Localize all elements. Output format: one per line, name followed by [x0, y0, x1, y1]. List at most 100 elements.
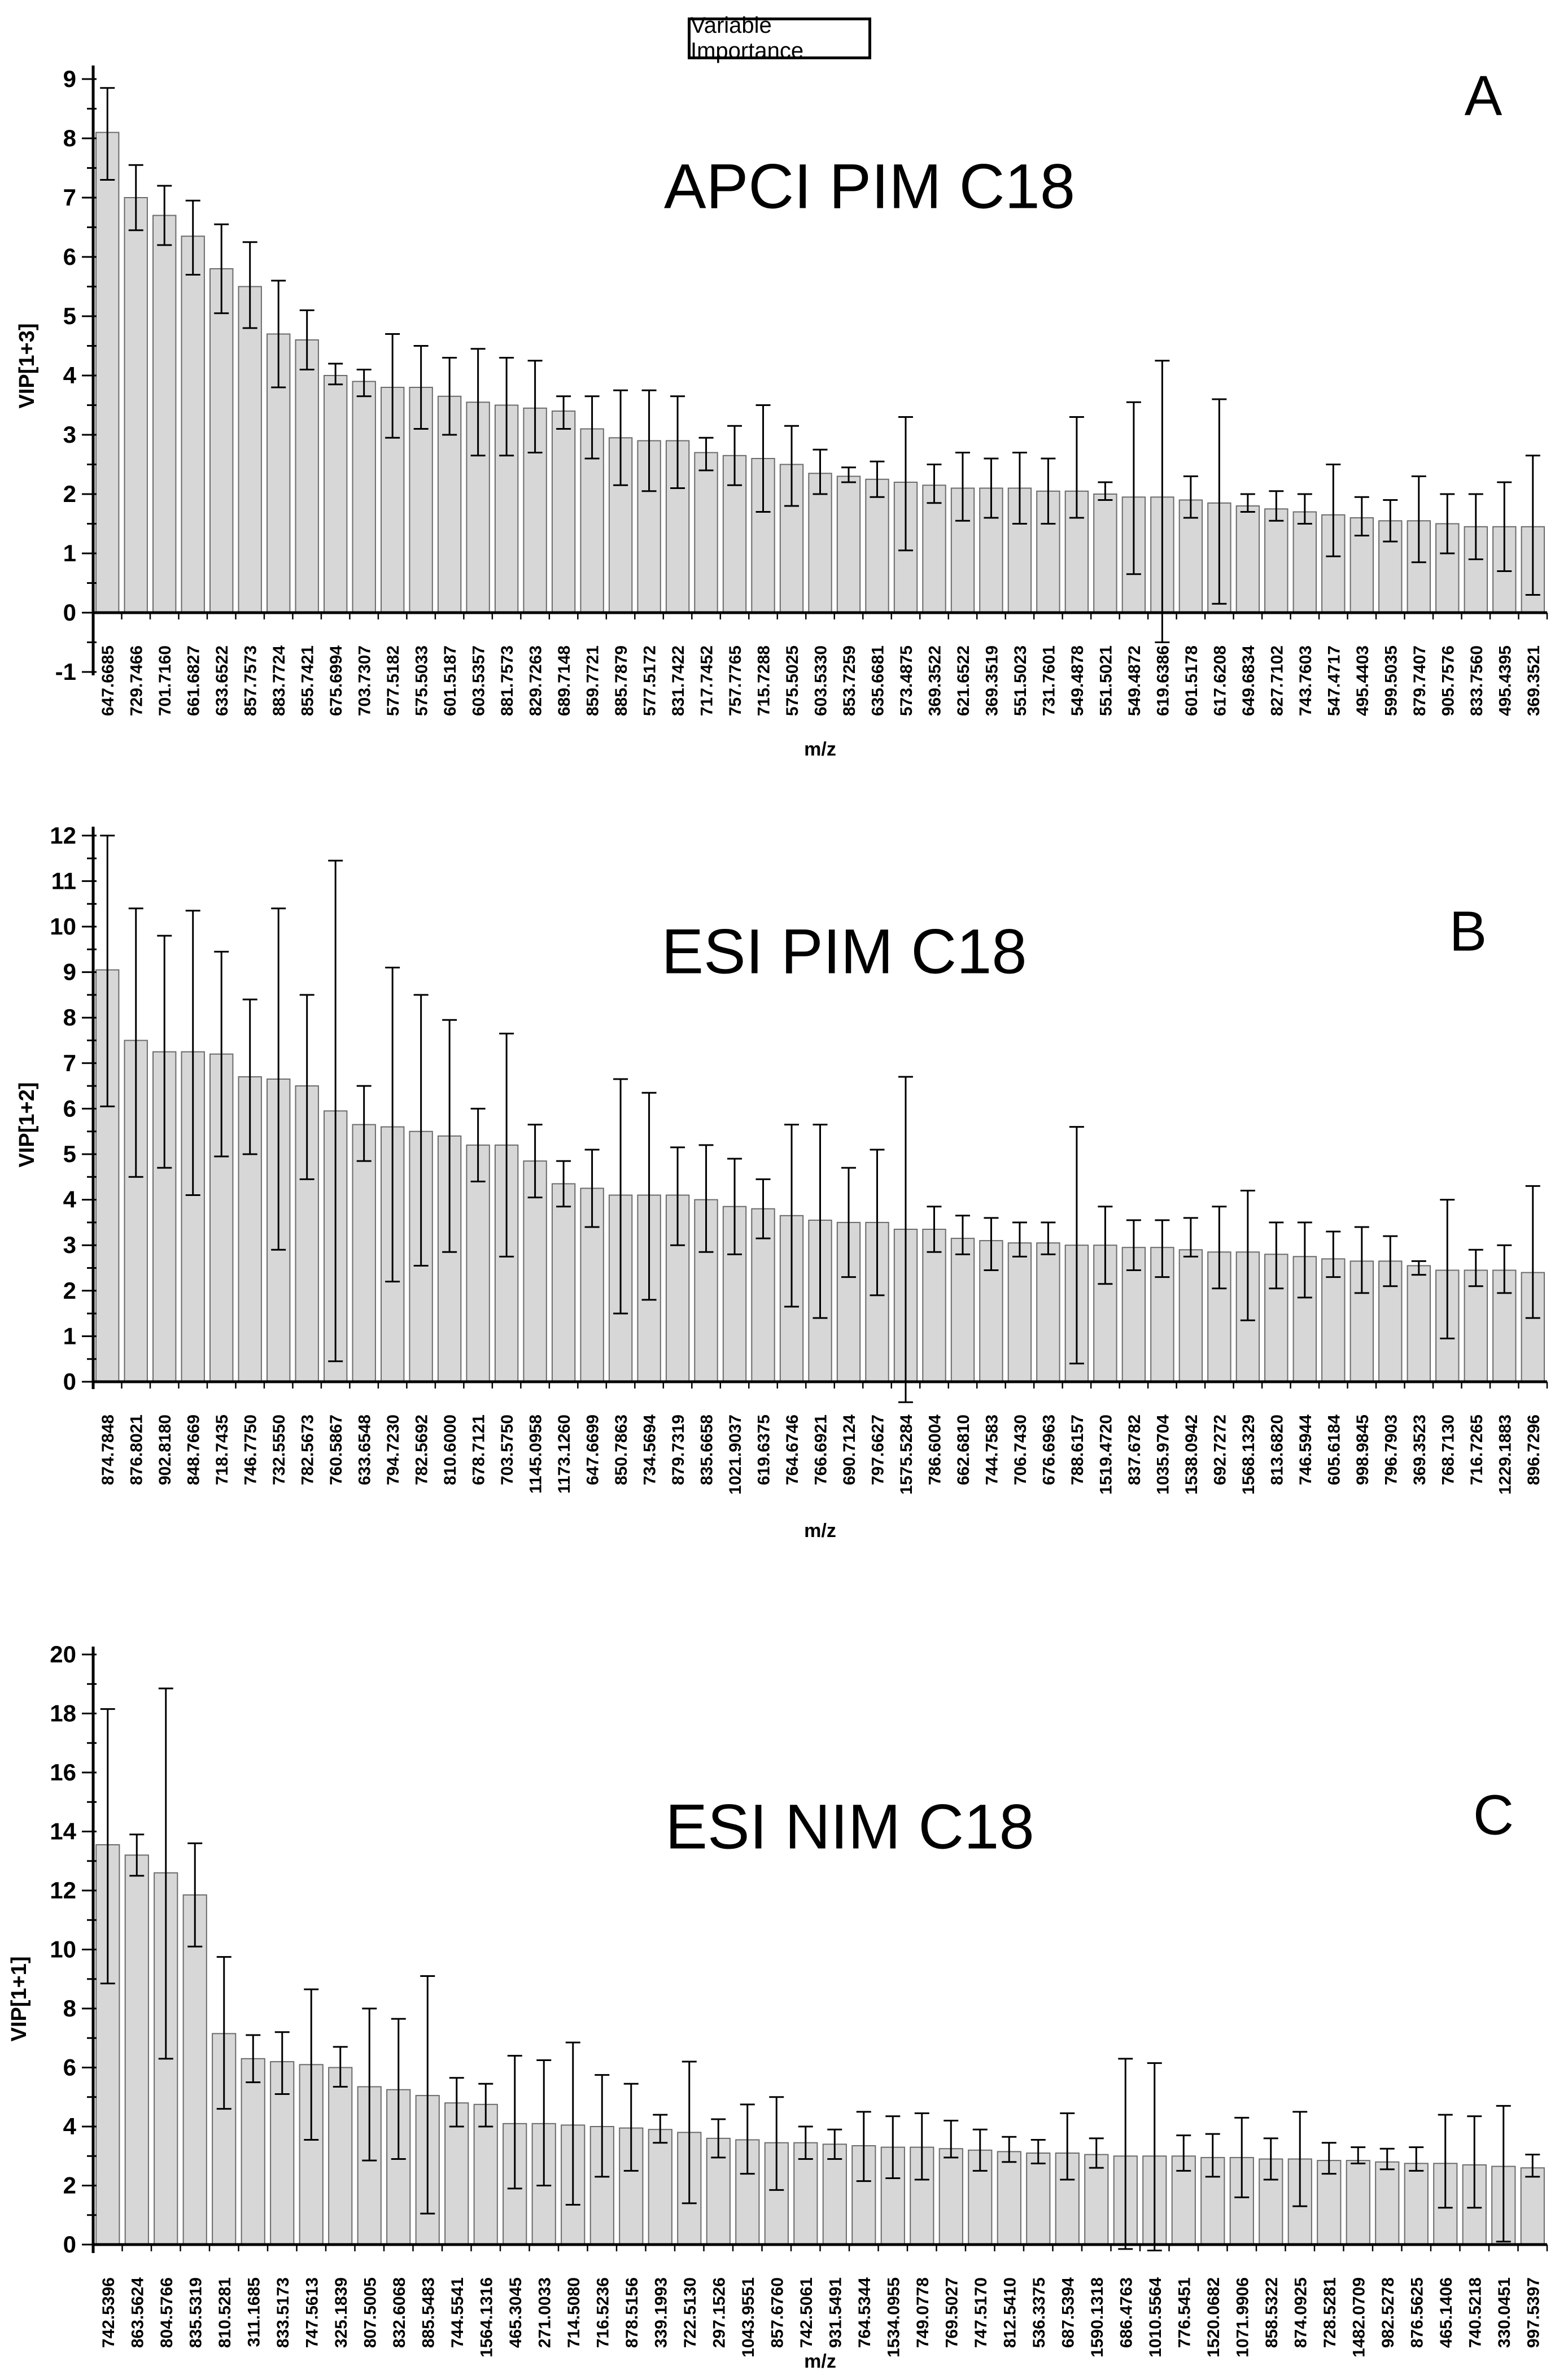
x-category-label: 369.3523 — [1410, 1414, 1429, 1485]
x-category-label: 742.5061 — [797, 2277, 816, 2348]
y-tick-label: 5 — [63, 303, 76, 329]
x-category-label: 271.0033 — [535, 2277, 554, 2348]
bar-1538.0942 — [1178, 1249, 1203, 1383]
x-category-label: 764.6746 — [783, 1414, 802, 1485]
bar-812.5410 — [997, 2151, 1021, 2245]
x-category-label: 997.5397 — [1524, 2277, 1543, 2348]
y-tick-label: 8 — [63, 1995, 76, 2022]
bar-997.5397 — [1520, 2167, 1545, 2245]
x-category-label: 369.3521 — [1525, 645, 1543, 716]
x-category-label: 465.1406 — [1437, 2277, 1456, 2348]
x-category-label: 853.7259 — [840, 645, 859, 716]
x-category-label: 297.1526 — [710, 2277, 728, 2348]
bar-369.3523 — [1407, 1265, 1431, 1382]
bar-369.3522 — [922, 484, 946, 614]
x-category-label: 599.5035 — [1382, 645, 1400, 716]
bar-876.5625 — [1404, 2163, 1429, 2246]
x-category-label: 549.4872 — [1125, 645, 1144, 716]
x-category-label: 744.5541 — [448, 2277, 467, 2348]
x-category-label: 718.7435 — [213, 1414, 232, 1485]
x-category-label: 837.6782 — [1125, 1414, 1144, 1485]
x-category-label: 885.5483 — [419, 2277, 438, 2348]
x-category-label: 746.7750 — [242, 1414, 260, 1485]
bar-859.7721 — [580, 428, 604, 613]
bar-706.7430 — [1007, 1242, 1032, 1382]
x-category-label: 635.6681 — [868, 645, 887, 716]
x-category-label: 833.7560 — [1467, 645, 1486, 716]
bar-661.6827 — [181, 235, 205, 614]
bar-827.7102 — [1264, 508, 1289, 614]
x-category-label: 1575.5284 — [897, 1414, 916, 1495]
x-category-label: 722.5130 — [681, 2277, 700, 2348]
y-tick-label: 2 — [63, 1277, 76, 1304]
bar-853.7259 — [836, 475, 861, 613]
y-tick-label: 10 — [50, 913, 76, 940]
x-category-label: 768.7130 — [1439, 1414, 1457, 1485]
bar-729.7466 — [124, 197, 148, 613]
x-category-label: 678.7121 — [470, 1414, 488, 1485]
y-tick-label: 14 — [50, 1818, 76, 1845]
y-tick-label: 2 — [63, 2172, 76, 2199]
x-category-label: 621.6522 — [954, 645, 973, 716]
x-category-label: 603.5330 — [812, 645, 831, 716]
x-category-label: 716.5236 — [593, 2277, 612, 2348]
panel-a-letter: A — [1464, 64, 1503, 128]
x-category-label: 850.7863 — [612, 1414, 631, 1485]
x-category-label: 619.6375 — [755, 1414, 774, 1485]
y-tick-label: 6 — [63, 243, 76, 270]
y-tick-label: 20 — [50, 1641, 76, 1667]
x-category-label: 794.7230 — [384, 1414, 403, 1485]
x-category-label: 876.5625 — [1408, 2277, 1426, 2348]
x-category-label: 835.5319 — [186, 2277, 205, 2348]
x-category-label: 876.8021 — [128, 1414, 146, 1485]
bar-675.6994 — [324, 375, 348, 613]
x-category-label: 857.6760 — [768, 2277, 787, 2348]
x-category-label: 782.5673 — [299, 1414, 317, 1485]
bar-855.7421 — [295, 339, 319, 613]
x-category-label: 649.6834 — [1239, 645, 1258, 716]
y-tick-label: 0 — [63, 599, 76, 626]
bar-769.5027 — [938, 2148, 963, 2245]
bar-649.6834 — [1235, 505, 1260, 613]
x-category-label: 740.5218 — [1466, 2277, 1484, 2348]
x-category-label: 742.5396 — [99, 2277, 118, 2348]
x-category-label: 330.0451 — [1495, 2277, 1514, 2348]
x-category-label: 603.5357 — [470, 645, 488, 716]
x-category-label: 1173.1260 — [555, 1414, 574, 1494]
x-category-label: 1568.1329 — [1239, 1414, 1258, 1495]
y-tick-label: 6 — [63, 2054, 76, 2081]
bar-551.5021 — [1093, 494, 1117, 613]
x-category-label: 692.7272 — [1211, 1414, 1229, 1485]
bar-635.6681 — [865, 478, 889, 614]
x-category-label: 1538.0942 — [1182, 1414, 1201, 1495]
x-category-label: 703.7307 — [356, 645, 374, 716]
x-category-label: 619.6386 — [1154, 645, 1172, 716]
x-category-label: 832.6068 — [390, 2277, 409, 2348]
x-category-label: 863.5624 — [128, 2277, 147, 2348]
x-category-label: 1564.1316 — [477, 2277, 496, 2357]
x-category-label: 982.5278 — [1379, 2277, 1397, 2348]
x-category-label: 1021.9037 — [726, 1414, 745, 1495]
x-category-label: 796.7903 — [1382, 1414, 1400, 1485]
x-category-label: 885.7879 — [612, 645, 631, 716]
x-category-label: 810.5281 — [216, 2277, 234, 2348]
y-tick-label: 10 — [50, 1936, 76, 1963]
bar-633.6548 — [352, 1124, 376, 1382]
x-category-label: 813.6820 — [1268, 1414, 1286, 1485]
x-category-label: 601.5178 — [1182, 645, 1201, 716]
x-category-label: 662.6810 — [954, 1414, 973, 1485]
x-category-label: 633.6548 — [356, 1414, 374, 1485]
x-category-label: 686.4763 — [1117, 2277, 1135, 2348]
bar-743.7603 — [1292, 511, 1317, 613]
x-category-label: 575.5033 — [413, 645, 431, 716]
x-category-label: 788.6157 — [1068, 1414, 1087, 1485]
x-category-label: 729.7466 — [128, 645, 146, 716]
y-axis-label: VIP[1+2] — [15, 1082, 39, 1167]
x-category-label: 549.4878 — [1068, 645, 1087, 716]
x-category-label: 1229.1883 — [1496, 1414, 1514, 1495]
figure-title-box: Variable Importance — [688, 13, 871, 63]
x-category-label: 766.6921 — [812, 1414, 831, 1485]
bar-982.5278 — [1375, 2161, 1400, 2245]
bar-717.7452 — [694, 452, 718, 613]
